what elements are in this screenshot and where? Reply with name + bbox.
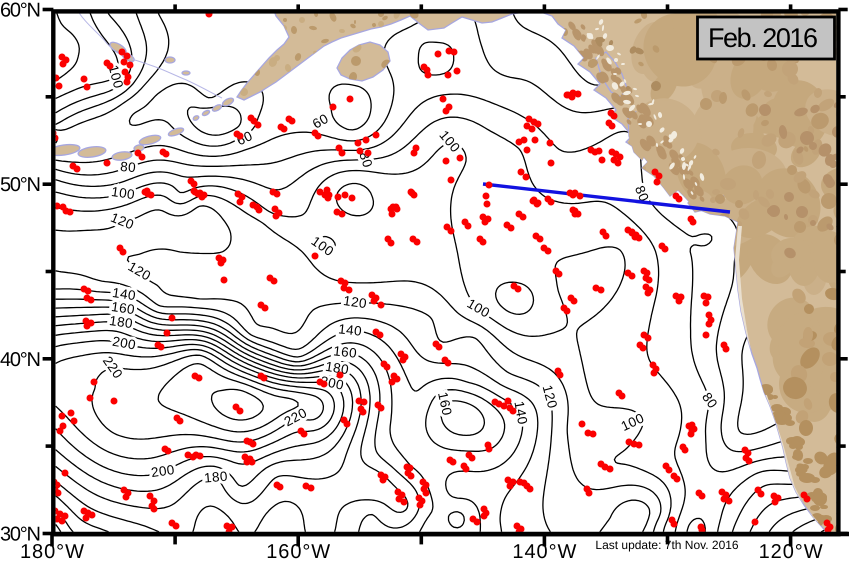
svg-text:160°W: 160°W — [266, 541, 330, 563]
svg-text:Feb. 2016: Feb. 2016 — [708, 23, 818, 53]
svg-text:180°W: 180°W — [20, 541, 84, 563]
svg-text:30°N: 30°N — [0, 524, 41, 546]
svg-text:50°N: 50°N — [0, 174, 41, 196]
svg-text:120°W: 120°W — [759, 541, 823, 563]
svg-text:Last update: 7th Nov. 2016: Last update: 7th Nov. 2016 — [595, 538, 739, 552]
svg-text:140°W: 140°W — [512, 541, 576, 563]
svg-text:40°N: 40°N — [0, 349, 41, 371]
svg-text:60°N: 60°N — [0, 0, 41, 22]
svg-text:140: 140 — [338, 321, 363, 338]
svg-text:80: 80 — [120, 159, 137, 175]
svg-text:160: 160 — [333, 343, 358, 360]
svg-text:180: 180 — [203, 469, 228, 486]
